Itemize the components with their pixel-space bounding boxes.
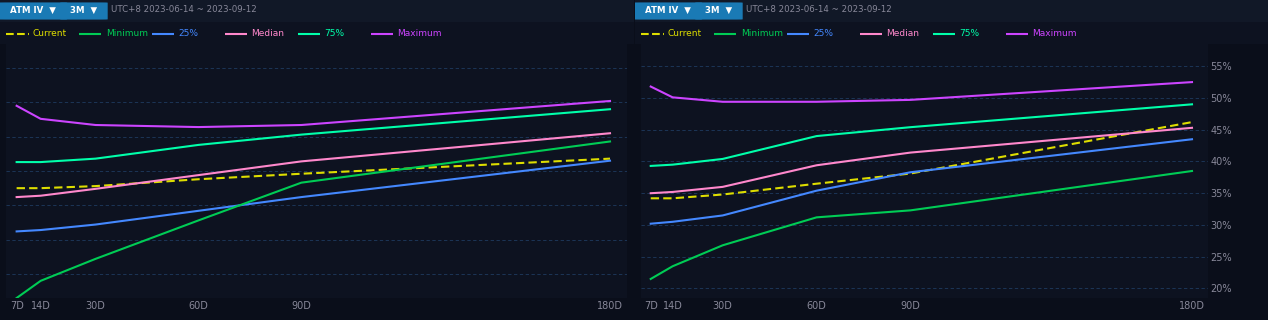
Text: UTC+8 2023-06-14 ~ 2023-09-12: UTC+8 2023-06-14 ~ 2023-09-12 bbox=[110, 5, 256, 14]
Text: 75%: 75% bbox=[325, 29, 345, 38]
Text: 25%: 25% bbox=[179, 29, 199, 38]
Text: 75%: 75% bbox=[960, 29, 979, 38]
Text: Current: Current bbox=[668, 29, 702, 38]
Text: Maximum: Maximum bbox=[397, 29, 441, 38]
FancyBboxPatch shape bbox=[0, 3, 67, 20]
Text: UTC+8 2023-06-14 ~ 2023-09-12: UTC+8 2023-06-14 ~ 2023-09-12 bbox=[746, 5, 891, 14]
FancyBboxPatch shape bbox=[60, 3, 108, 20]
Text: 3M  ▼: 3M ▼ bbox=[705, 5, 733, 14]
Text: Maximum: Maximum bbox=[1032, 29, 1077, 38]
Text: 3M  ▼: 3M ▼ bbox=[71, 5, 98, 14]
Text: Current: Current bbox=[33, 29, 67, 38]
Text: Minimum: Minimum bbox=[741, 29, 782, 38]
FancyBboxPatch shape bbox=[695, 3, 743, 20]
Text: ATM IV  ▼: ATM IV ▼ bbox=[645, 5, 691, 14]
Text: Minimum: Minimum bbox=[105, 29, 148, 38]
Text: ATM IV  ▼: ATM IV ▼ bbox=[10, 5, 56, 14]
Text: Median: Median bbox=[251, 29, 284, 38]
Text: 25%: 25% bbox=[814, 29, 833, 38]
FancyBboxPatch shape bbox=[634, 3, 702, 20]
Text: Median: Median bbox=[886, 29, 919, 38]
